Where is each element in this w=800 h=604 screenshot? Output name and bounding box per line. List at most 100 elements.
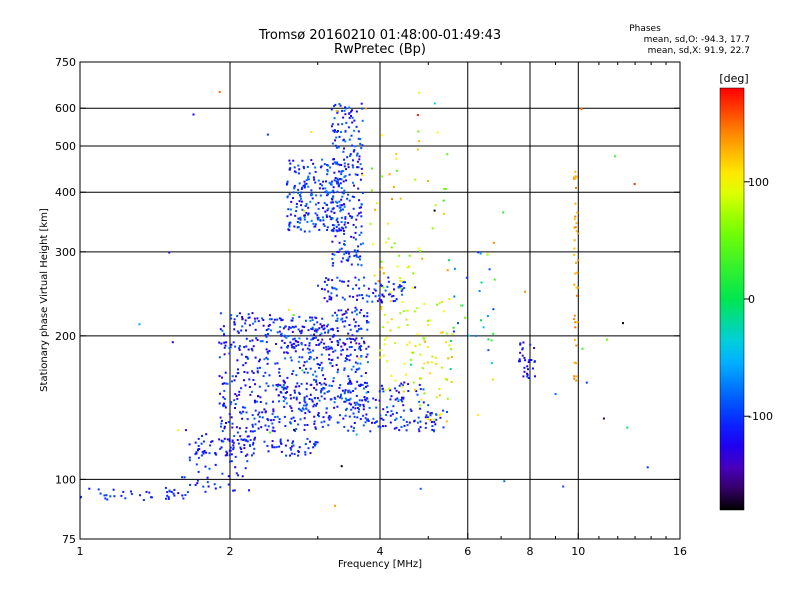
data-point	[236, 315, 239, 318]
data-point	[417, 428, 420, 431]
data-point	[317, 207, 320, 210]
data-point	[360, 203, 363, 206]
data-point	[340, 198, 343, 201]
data-point	[384, 388, 387, 391]
data-point	[415, 390, 418, 393]
data-point	[288, 326, 291, 329]
data-point	[262, 375, 265, 378]
data-point	[223, 402, 225, 405]
data-point	[303, 180, 306, 183]
data-point	[344, 175, 347, 177]
data-point	[218, 438, 221, 441]
data-point	[326, 191, 329, 194]
data-point	[298, 393, 301, 395]
data-point	[315, 380, 318, 383]
data-point	[406, 309, 409, 312]
data-point	[271, 413, 274, 416]
data-point	[262, 319, 265, 321]
data-point	[241, 417, 244, 420]
data-point	[482, 326, 485, 329]
data-point	[291, 330, 294, 333]
data-point	[358, 342, 361, 345]
data-point	[233, 379, 236, 382]
data-point	[299, 216, 302, 219]
data-point	[343, 367, 346, 370]
data-point	[429, 414, 432, 417]
data-point	[336, 319, 339, 322]
data-point	[234, 393, 237, 396]
data-point	[200, 442, 203, 445]
data-point	[265, 402, 268, 405]
data-point	[602, 417, 605, 420]
data-point	[387, 276, 390, 279]
data-point	[339, 384, 342, 387]
data-point	[344, 310, 347, 313]
data-point	[240, 387, 243, 390]
data-point	[298, 391, 301, 394]
data-point	[521, 348, 524, 351]
data-point	[327, 164, 329, 167]
data-point	[354, 145, 357, 148]
data-point	[331, 196, 334, 199]
data-point	[301, 159, 304, 162]
data-point	[322, 187, 325, 190]
data-point	[414, 286, 417, 289]
data-point	[220, 422, 223, 425]
data-point	[340, 247, 343, 250]
data-point	[452, 326, 455, 329]
data-point	[355, 284, 358, 287]
data-point	[345, 407, 348, 410]
data-point	[305, 395, 308, 398]
data-point	[252, 322, 255, 325]
data-point	[307, 409, 310, 412]
data-point	[268, 318, 271, 321]
data-point	[376, 300, 379, 303]
data-point	[242, 410, 245, 413]
data-point	[292, 338, 295, 341]
data-point	[363, 314, 365, 317]
data-point	[389, 291, 392, 294]
data-point	[317, 216, 320, 219]
data-point	[348, 295, 351, 298]
data-point	[348, 359, 351, 362]
data-point	[450, 348, 452, 351]
data-point	[366, 361, 369, 364]
data-point	[358, 199, 361, 202]
data-point	[389, 398, 392, 401]
data-point	[340, 260, 343, 263]
data-point	[303, 399, 306, 402]
data-point	[308, 358, 311, 360]
data-point	[267, 385, 270, 388]
data-point	[233, 321, 236, 324]
phase-info-o-mode: mean, sd,O: -94.3, 17.7	[644, 35, 750, 45]
y-tick-label: 300	[55, 246, 76, 259]
data-point	[412, 286, 414, 289]
data-point	[575, 222, 578, 225]
data-point	[361, 192, 364, 194]
data-point	[366, 300, 369, 303]
data-point	[356, 355, 359, 358]
data-point	[342, 229, 345, 232]
data-point	[278, 375, 281, 377]
data-point	[242, 439, 245, 441]
data-point	[272, 408, 275, 411]
data-point	[315, 329, 318, 332]
data-point	[299, 218, 302, 221]
data-point	[533, 347, 536, 349]
data-point	[223, 404, 226, 407]
data-point	[533, 360, 536, 363]
data-point	[229, 446, 232, 449]
data-point	[344, 360, 347, 363]
data-point	[228, 454, 231, 457]
data-point	[320, 341, 323, 344]
data-point	[360, 231, 363, 234]
data-point	[358, 311, 361, 314]
data-point	[346, 338, 349, 340]
data-point	[399, 416, 402, 419]
data-point	[301, 208, 304, 211]
data-point	[231, 375, 234, 378]
data-point	[416, 114, 419, 117]
data-point	[351, 311, 354, 314]
data-point	[351, 334, 354, 337]
data-point	[417, 416, 420, 419]
